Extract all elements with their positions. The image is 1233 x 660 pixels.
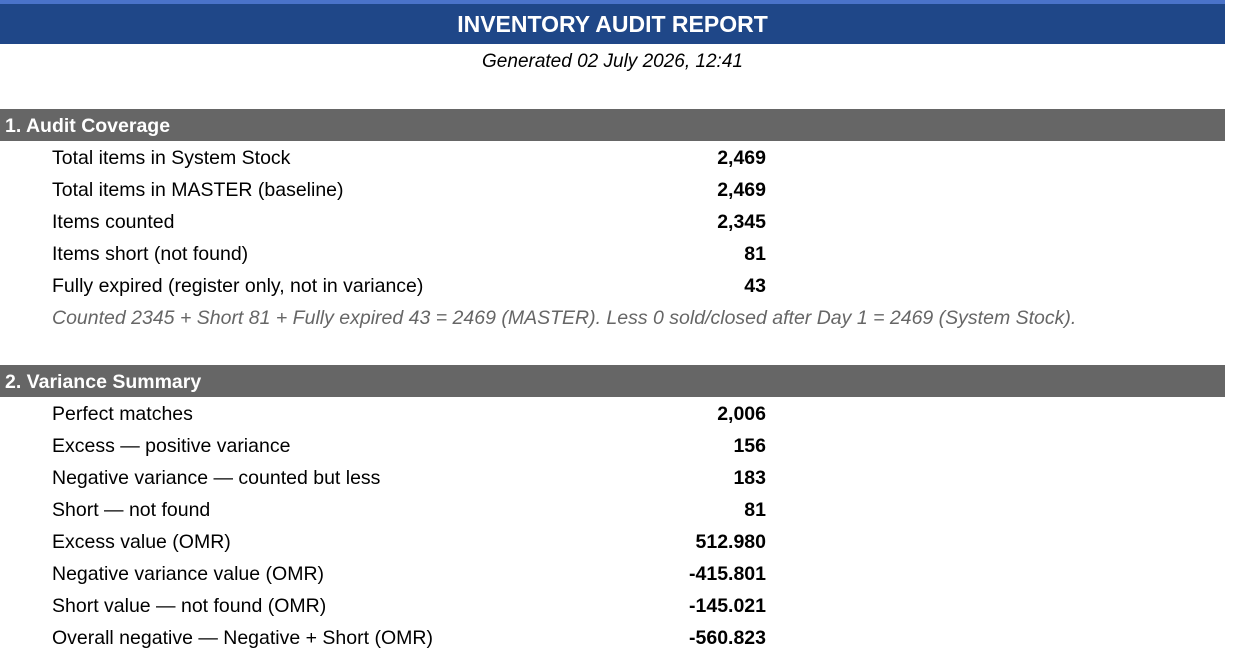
row-label: Perfect matches bbox=[52, 403, 193, 425]
row-label: Items short (not found) bbox=[52, 243, 249, 265]
row-value: -415.801 bbox=[689, 563, 766, 585]
row-value: 2,469 bbox=[717, 147, 766, 169]
row-value: 512.980 bbox=[695, 531, 767, 553]
row-value: 81 bbox=[744, 243, 766, 265]
row-label: Items counted bbox=[52, 211, 175, 233]
generated-timestamp: Generated 02 July 2026, 12:41 bbox=[482, 51, 743, 72]
row-value: 2,345 bbox=[717, 211, 766, 233]
table-row: Short value — not found (OMR) -145.021 bbox=[0, 590, 1225, 622]
row-value: -145.021 bbox=[689, 595, 766, 617]
table-row: Fully expired (register only, not in var… bbox=[0, 270, 1225, 302]
section-header-audit-coverage: 1. Audit Coverage bbox=[0, 109, 1225, 141]
row-label: Short — not found bbox=[52, 499, 211, 521]
table-row: Short — not found 81 bbox=[0, 494, 1225, 526]
row-label: Excess value (OMR) bbox=[52, 531, 231, 553]
table-row: Items short (not found) 81 bbox=[0, 238, 1225, 270]
row-value: 2,006 bbox=[717, 403, 766, 425]
reconciliation-note: Counted 2345 + Short 81 + Fully expired … bbox=[52, 307, 1077, 329]
table-row: Excess value (OMR) 512.980 bbox=[0, 526, 1225, 558]
row-label: Overall negative — Negative + Short (OMR… bbox=[52, 627, 433, 649]
row-label: Negative variance — counted but less bbox=[52, 467, 381, 489]
table-row: Total items in MASTER (baseline) 2,469 bbox=[0, 174, 1225, 206]
row-value: 43 bbox=[744, 275, 766, 297]
row-label: Fully expired (register only, not in var… bbox=[52, 275, 424, 297]
row-value: -560.823 bbox=[689, 627, 766, 649]
table-row: Overall negative — Negative + Short (OMR… bbox=[0, 622, 1225, 654]
table-row: Perfect matches 2,006 bbox=[0, 398, 1225, 430]
row-value: 2,469 bbox=[717, 179, 766, 201]
table-row: Negative variance — counted but less 183 bbox=[0, 462, 1225, 494]
row-label: Short value — not found (OMR) bbox=[52, 595, 327, 617]
table-row: Excess — positive variance 156 bbox=[0, 430, 1225, 462]
table-row: Items counted 2,345 bbox=[0, 206, 1225, 238]
report-title: INVENTORY AUDIT REPORT bbox=[0, 4, 1225, 44]
table-row: Negative variance value (OMR) -415.801 bbox=[0, 558, 1225, 590]
row-value: 156 bbox=[733, 435, 766, 457]
row-label: Total items in System Stock bbox=[52, 147, 291, 169]
row-value: 81 bbox=[744, 499, 766, 521]
top-accent-strip bbox=[0, 0, 1225, 4]
row-label: Negative variance value (OMR) bbox=[52, 563, 325, 585]
row-label: Total items in MASTER (baseline) bbox=[52, 179, 344, 201]
table-row: Total items in System Stock 2,469 bbox=[0, 142, 1225, 174]
section-header-variance-summary: 2. Variance Summary bbox=[0, 365, 1225, 397]
row-label: Excess — positive variance bbox=[52, 435, 291, 457]
row-value: 183 bbox=[733, 467, 766, 489]
